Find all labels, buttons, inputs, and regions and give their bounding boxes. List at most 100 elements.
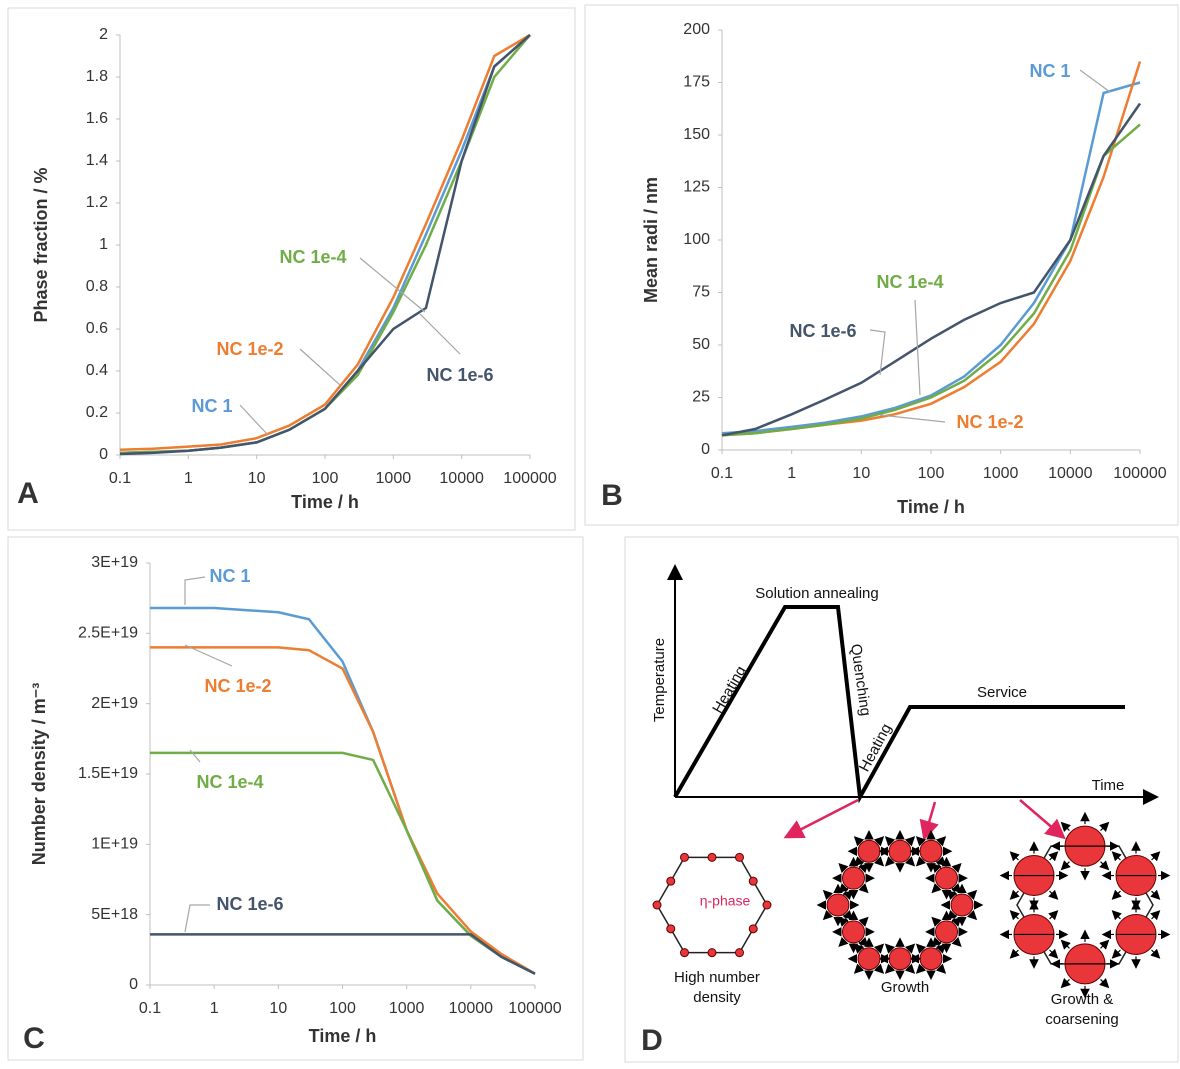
leader-line [184,644,233,667]
x-tick-label: 1000 [376,470,412,487]
x-tick-label: 0.1 [711,465,733,482]
series-label: NC 1e-2 [204,676,271,696]
series-line [721,123,1141,437]
y-tick-label: 2 [99,26,108,43]
x-tick-label: 100 [312,470,339,487]
y-tick-label: 25 [692,389,710,406]
growth-arrow [1009,948,1020,959]
y-axis-title: Number density / m⁻³ [29,683,49,866]
series-line [150,646,536,975]
x-tick-label: 100000 [508,1000,561,1017]
growth-arrow [853,836,865,847]
growth-arrow [1150,851,1161,862]
leader-line [869,329,886,376]
panel-frame [624,536,1179,1063]
growth-arrow [1060,860,1071,871]
panel-frame [584,4,1179,526]
growth-arrow [822,909,834,921]
y-tick-label: 125 [683,179,710,196]
precipitate [748,876,758,886]
precipitate [857,947,881,971]
growth-arrow [915,836,927,847]
step-label: Solution annealing [755,585,878,602]
growth-arrow [1060,939,1071,950]
growth-arrow [946,889,958,901]
series-line [119,34,531,455]
leader-line [189,749,201,763]
y-tick-label: 0.2 [86,404,108,421]
series-label: NC 1 [1029,61,1070,81]
growth-arrow [931,883,942,894]
growth-arrow [951,863,962,874]
precipitate [762,900,772,910]
leader-line [299,348,341,386]
leader-line [184,576,206,605]
precipitate [935,920,958,944]
precipitate [680,852,689,862]
series-line [721,102,1142,437]
y-tick-label: 0 [99,446,108,463]
x-tick-label: 100000 [503,470,556,487]
growth-arrow [853,856,865,867]
growth-arrow [873,943,885,954]
arrow [919,801,939,841]
growth-arrow [1111,948,1122,959]
series-label: NC 1e-6 [426,365,493,385]
stage-label: Growth & [1051,991,1114,1008]
x-tick-label: 10 [248,470,266,487]
y-tick-label: 0.6 [86,320,108,337]
series-label: NC 1e-2 [956,412,1023,432]
x-tick-label: 100 [918,465,945,482]
precipitate [826,893,850,917]
step-label: Heating [709,663,750,716]
x-tick-label: 10000 [449,1000,494,1017]
growth-arrow [884,836,896,847]
y-tick-label: 100 [683,231,710,248]
axis-label: Temperature [651,638,668,722]
panel-label: D [641,1024,663,1057]
y-tick-label: 1E+19 [91,836,138,853]
precipitate [888,839,912,863]
growth-arrow [873,856,885,867]
x-axis-title: Time / h [291,492,359,512]
growth-arrow [931,936,942,947]
y-tick-label: 0.4 [86,362,108,379]
growth-arrow [931,916,942,927]
y-tick-label: 1.2 [86,194,108,211]
growth-arrow [838,863,849,874]
precipitate [707,948,717,958]
growth-arrow [951,916,962,927]
x-tick-label: 10000 [439,470,484,487]
growth-arrow [1048,910,1059,921]
x-tick-label: 10000 [1048,465,1093,482]
growth-arrow [884,963,896,974]
growth-arrow [915,943,927,954]
precipitate [666,876,676,886]
x-tick-label: 100 [329,1000,356,1017]
leader-line [239,404,269,436]
series-label: NC 1e-4 [196,772,263,792]
panel-frame [7,7,576,531]
leader-line [184,904,210,933]
series-label: NC 1e-4 [876,272,943,292]
growth-arrow [904,856,916,867]
precipitate [919,839,943,863]
growth-arrow [935,963,947,974]
growth-arrow [884,943,896,954]
growth-arrow [904,943,916,954]
growth-arrow [1048,851,1059,862]
y-tick-label: 2.5E+19 [78,625,138,642]
precipitate [857,839,881,863]
growth-arrow [1048,948,1059,959]
series-line [721,81,1141,435]
leader-line [914,299,921,396]
growth-arrow [1111,910,1122,921]
growth-arrow [884,856,896,867]
stage-label: Growth [881,979,929,996]
growth-arrow [915,963,927,974]
growth-arrow [951,936,962,947]
growth-arrow [1009,851,1020,862]
panel-frame [7,536,584,1061]
precipitate [666,924,676,934]
